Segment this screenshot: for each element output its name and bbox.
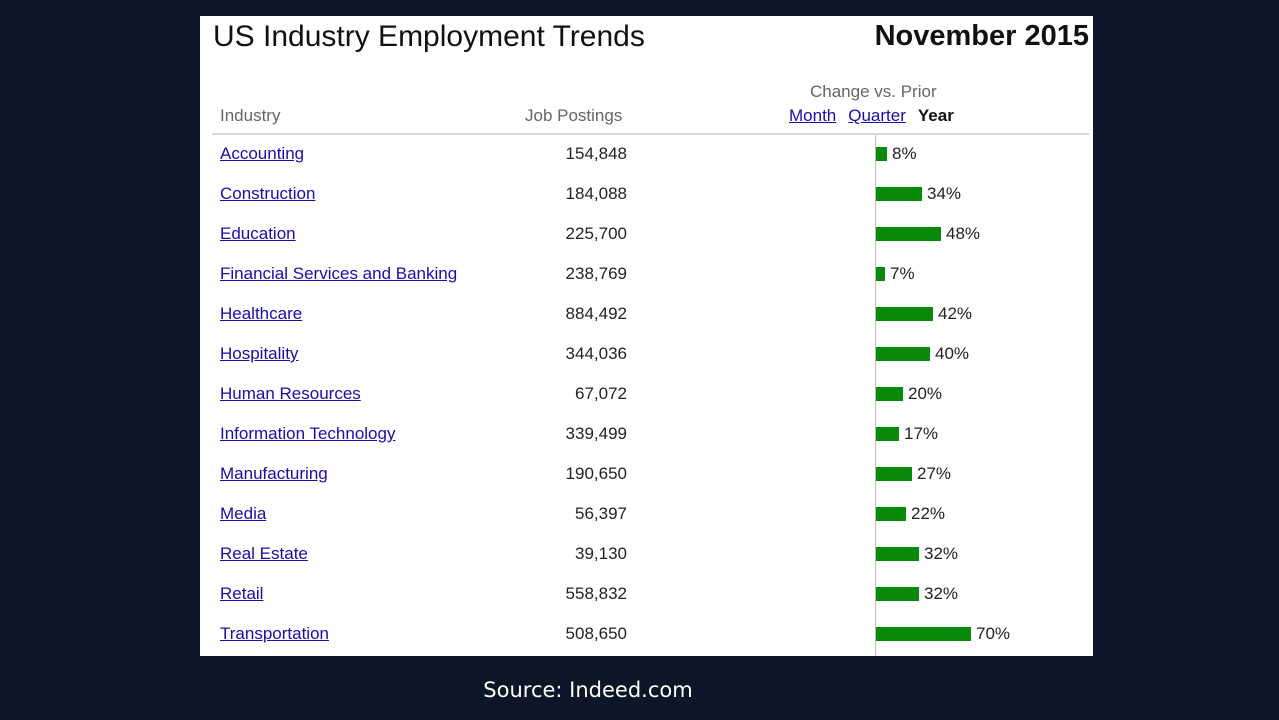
job-postings-value: 508,650 xyxy=(565,624,627,643)
tab-month[interactable]: Month xyxy=(789,106,837,125)
trends-panel: US Industry Employment Trends November 2… xyxy=(200,16,1093,656)
job-postings-value: 154,848 xyxy=(565,144,627,163)
change-percent-label: 48% xyxy=(946,224,981,243)
table-row: Retail 558,832 32% xyxy=(200,575,1093,615)
change-bar xyxy=(876,147,887,161)
job-postings-value: 184,088 xyxy=(565,184,627,203)
table-row: Accounting 154,848 8% xyxy=(200,135,1093,175)
change-bar xyxy=(876,627,971,641)
job-postings-value: 39,130 xyxy=(575,544,627,563)
table-row: Media 56,397 22% xyxy=(200,495,1093,535)
job-postings-value: 190,650 xyxy=(565,464,627,483)
job-postings-value: 56,397 xyxy=(575,504,627,523)
industry-link[interactable]: Retail xyxy=(220,584,264,603)
change-percent-label: 42% xyxy=(938,304,973,323)
change-bar xyxy=(876,387,903,401)
industry-link[interactable]: Healthcare xyxy=(220,304,303,323)
table-row: Manufacturing 190,650 27% xyxy=(200,455,1093,495)
industry-link[interactable]: Financial Services and Banking xyxy=(220,264,458,283)
page-title: US Industry Employment Trends xyxy=(213,20,645,53)
change-percent-label: 8% xyxy=(892,144,917,163)
job-postings-value: 884,492 xyxy=(565,304,627,323)
change-column-header: Change vs. Prior xyxy=(810,82,937,101)
job-postings-value: 558,832 xyxy=(565,584,627,603)
table-row: Construction 184,088 34% xyxy=(200,175,1093,215)
table-row: Education 225,700 48% xyxy=(200,215,1093,255)
change-percent-label: 34% xyxy=(927,184,962,203)
change-percent-label: 22% xyxy=(911,504,946,523)
job-postings-value: 344,036 xyxy=(565,344,627,363)
table-row: Real Estate 39,130 32% xyxy=(200,535,1093,575)
industry-column-header: Industry xyxy=(220,106,281,125)
header-divider xyxy=(212,133,1089,135)
bar-axis-line xyxy=(875,135,876,656)
change-percent-label: 40% xyxy=(935,344,970,363)
industry-link[interactable]: Education xyxy=(220,224,296,243)
change-bar xyxy=(876,267,885,281)
change-bar xyxy=(876,587,919,601)
industry-link[interactable]: Human Resources xyxy=(220,384,361,403)
table-row: Human Resources 67,072 20% xyxy=(200,375,1093,415)
industry-link[interactable]: Hospitality xyxy=(220,344,299,363)
source-caption: Source: Indeed.com xyxy=(483,678,693,702)
job-postings-value: 238,769 xyxy=(565,264,627,283)
tab-quarter[interactable]: Quarter xyxy=(848,106,906,125)
change-bar xyxy=(876,307,933,321)
job-postings-value: 67,072 xyxy=(575,384,627,403)
postings-column-header: Job Postings xyxy=(525,106,623,125)
industry-link[interactable]: Manufacturing xyxy=(220,464,328,483)
table-row: Transportation 508,650 70% xyxy=(200,615,1093,655)
table-row: Financial Services and Banking 238,769 7% xyxy=(200,255,1093,295)
change-percent-label: 7% xyxy=(890,264,915,283)
change-bar xyxy=(876,227,941,241)
industry-link[interactable]: Accounting xyxy=(220,144,305,163)
change-percent-label: 17% xyxy=(904,424,939,443)
change-bar xyxy=(876,347,930,361)
change-percent-label: 32% xyxy=(924,584,959,603)
table-row: Hospitality 344,036 40% xyxy=(200,335,1093,375)
report-date: November 2015 xyxy=(874,20,1089,52)
job-postings-value: 225,700 xyxy=(565,224,627,243)
change-bar xyxy=(876,467,912,481)
change-percent-label: 32% xyxy=(924,544,959,563)
industry-link[interactable]: Real Estate xyxy=(220,544,308,563)
tab-year[interactable]: Year xyxy=(917,106,954,125)
change-percent-label: 70% xyxy=(976,624,1011,643)
change-bar xyxy=(876,507,906,521)
change-bar xyxy=(876,427,899,441)
table-row: Information Technology 339,499 17% xyxy=(200,415,1093,455)
change-bar xyxy=(876,547,919,561)
industry-link[interactable]: Transportation xyxy=(220,624,329,643)
period-tabs: Month Quarter Year xyxy=(789,106,954,126)
change-percent-label: 27% xyxy=(917,464,952,483)
job-postings-value: 339,499 xyxy=(565,424,627,443)
table-row: Healthcare 884,492 42% xyxy=(200,295,1093,335)
change-bar xyxy=(876,187,922,201)
industry-link[interactable]: Media xyxy=(220,504,267,523)
industry-link[interactable]: Information Technology xyxy=(220,424,396,443)
industry-link[interactable]: Construction xyxy=(220,184,316,203)
change-percent-label: 20% xyxy=(908,384,943,403)
